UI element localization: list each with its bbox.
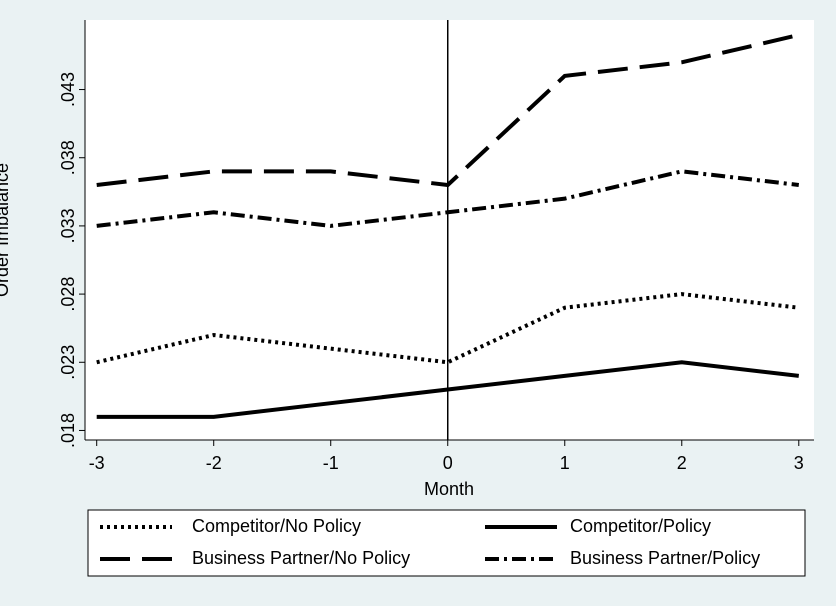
y-tick-label: .033 [58,208,78,243]
x-tick-label: 2 [677,453,687,473]
y-tick-label: .043 [58,72,78,107]
x-tick-label: -3 [89,453,105,473]
y-tick-label: .018 [58,413,78,448]
legend-label: Business Partner/Policy [570,548,760,568]
legend-label: Competitor/No Policy [192,516,361,536]
x-tick-label: 3 [794,453,804,473]
legend-label: Business Partner/No Policy [192,548,410,568]
plot-area [85,20,814,440]
x-tick-label: -2 [206,453,222,473]
series-line [96,169,800,228]
y-axis-label: Order Imbalance [0,163,12,297]
y-tick-label: .023 [58,345,78,380]
series-line [96,360,800,419]
series-line [96,292,800,365]
series-line [96,33,800,188]
x-axis-label: Month [424,479,474,499]
x-tick-label: -1 [323,453,339,473]
legend-label: Competitor/Policy [570,516,711,536]
y-tick-label: .038 [58,140,78,175]
legend [87,509,806,577]
x-tick-label: 0 [443,453,453,473]
x-tick-label: 1 [560,453,570,473]
y-tick-label: .028 [58,277,78,312]
